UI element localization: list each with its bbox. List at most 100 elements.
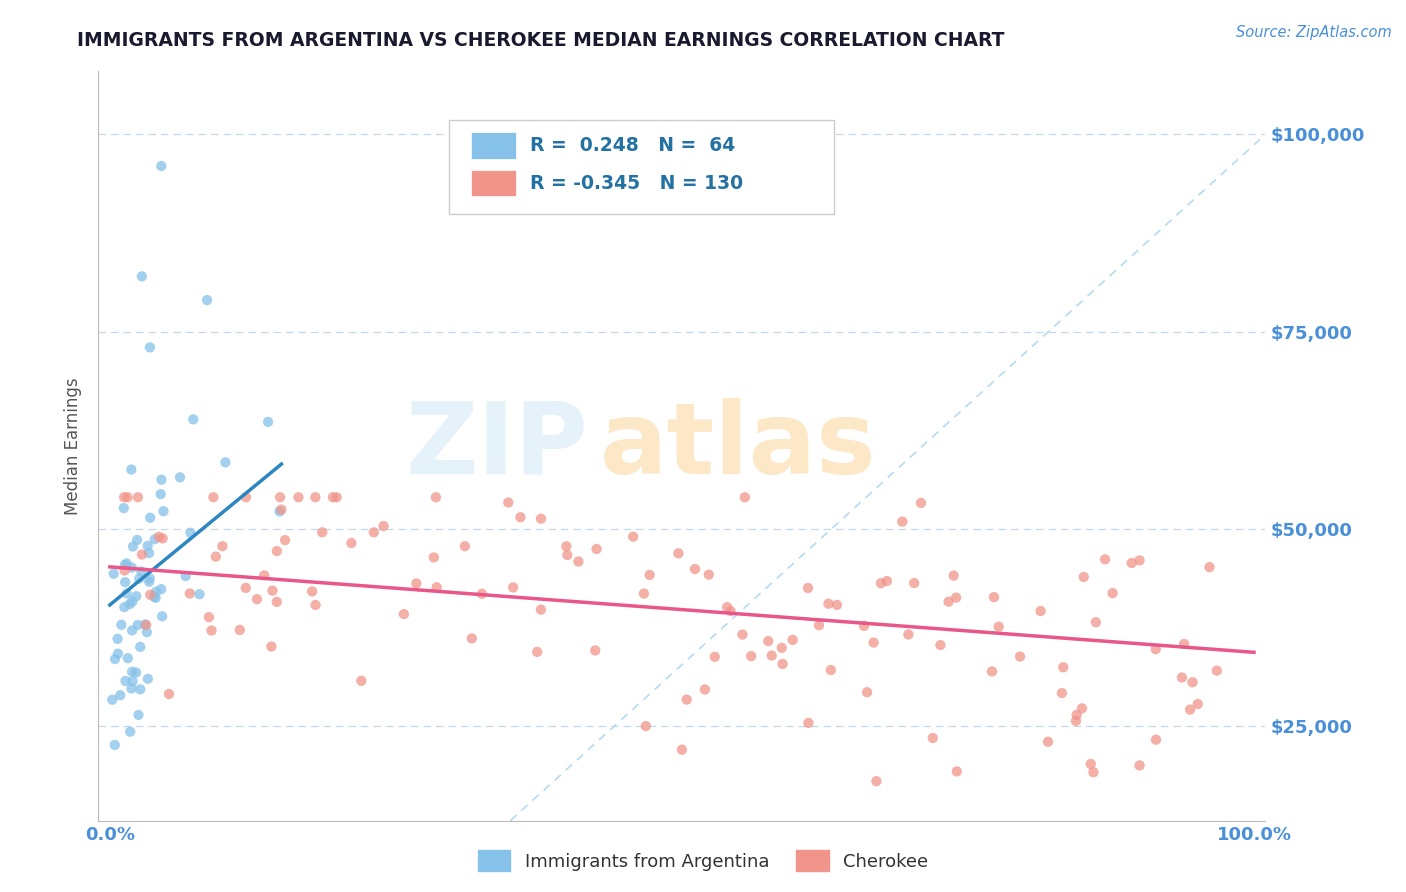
Point: [136, 539, 159, 553]
Point: [731, 627, 754, 641]
Point: [856, 685, 879, 699]
Point: [117, 490, 139, 504]
Point: [262, 583, 284, 598]
Point: [910, 496, 932, 510]
Point: [181, 412, 204, 426]
Point: [174, 569, 197, 583]
Point: [945, 591, 967, 605]
Point: [983, 590, 1005, 604]
Point: [150, 609, 173, 624]
Point: [202, 490, 225, 504]
Point: [304, 598, 326, 612]
Point: [1144, 732, 1167, 747]
Point: [143, 533, 166, 547]
Point: [426, 580, 449, 594]
Point: [110, 688, 132, 702]
Point: [121, 681, 143, 696]
Point: [1144, 642, 1167, 657]
Point: [703, 649, 725, 664]
Point: [150, 582, 173, 597]
Point: [311, 525, 333, 540]
Point: [530, 512, 553, 526]
Point: [1101, 586, 1123, 600]
Point: [136, 672, 159, 686]
Point: [373, 519, 395, 533]
Point: [865, 774, 887, 789]
Point: [1008, 649, 1031, 664]
Point: [921, 731, 943, 745]
Text: R =  0.248   N =  64: R = 0.248 N = 64: [530, 136, 735, 155]
Point: [1073, 570, 1095, 584]
Point: [876, 574, 898, 588]
Point: [720, 604, 742, 618]
Point: [1205, 664, 1227, 678]
Point: [122, 540, 145, 554]
Point: [870, 576, 893, 591]
Point: [129, 640, 152, 654]
Point: [269, 504, 291, 518]
Point: [139, 510, 162, 524]
Point: [425, 490, 447, 504]
Point: [114, 673, 136, 688]
Point: [135, 618, 157, 632]
Point: [266, 544, 288, 558]
Text: IMMIGRANTS FROM ARGENTINA VS CHEROKEE MEDIAN EARNINGS CORRELATION CHART: IMMIGRANTS FROM ARGENTINA VS CHEROKEE ME…: [77, 31, 1005, 50]
Point: [322, 490, 344, 504]
Point: [121, 594, 143, 608]
Point: [127, 490, 149, 504]
Point: [1050, 686, 1073, 700]
Point: [179, 525, 201, 540]
Point: [145, 591, 167, 605]
Point: [797, 581, 820, 595]
Point: [853, 619, 876, 633]
Point: [128, 572, 150, 586]
Point: [1187, 697, 1209, 711]
Point: [135, 625, 157, 640]
Point: [229, 623, 252, 637]
Point: [120, 462, 142, 476]
Point: [509, 510, 531, 524]
Point: [301, 584, 323, 599]
Text: ZIP: ZIP: [406, 398, 589, 494]
Point: [145, 584, 167, 599]
Point: [1171, 671, 1194, 685]
Point: [253, 568, 276, 582]
Text: R = -0.345   N = 130: R = -0.345 N = 130: [530, 174, 744, 193]
Point: [716, 600, 738, 615]
Point: [138, 574, 160, 589]
Point: [1083, 765, 1105, 780]
Point: [270, 502, 292, 516]
Point: [740, 649, 762, 664]
Point: [157, 687, 180, 701]
Point: [121, 560, 143, 574]
Point: [862, 635, 884, 649]
Point: [149, 487, 172, 501]
Point: [107, 647, 129, 661]
Point: [138, 546, 160, 560]
Point: [198, 610, 221, 624]
Point: [942, 568, 965, 582]
Point: [139, 588, 162, 602]
Point: [567, 555, 589, 569]
Point: [405, 576, 427, 591]
Point: [1181, 675, 1204, 690]
Point: [1071, 701, 1094, 715]
Point: [127, 533, 149, 547]
Point: [1173, 637, 1195, 651]
Point: [179, 586, 201, 600]
Point: [112, 501, 135, 516]
Point: [820, 663, 842, 677]
Point: [454, 539, 477, 553]
Point: [134, 617, 156, 632]
Point: [1064, 714, 1087, 728]
Point: [104, 652, 127, 666]
Point: [693, 682, 716, 697]
Point: [583, 643, 606, 657]
Point: [152, 532, 174, 546]
Point: [1036, 735, 1059, 749]
Point: [683, 562, 706, 576]
Point: [772, 657, 794, 671]
Point: [114, 564, 136, 578]
Point: [734, 490, 756, 504]
Point: [585, 541, 607, 556]
